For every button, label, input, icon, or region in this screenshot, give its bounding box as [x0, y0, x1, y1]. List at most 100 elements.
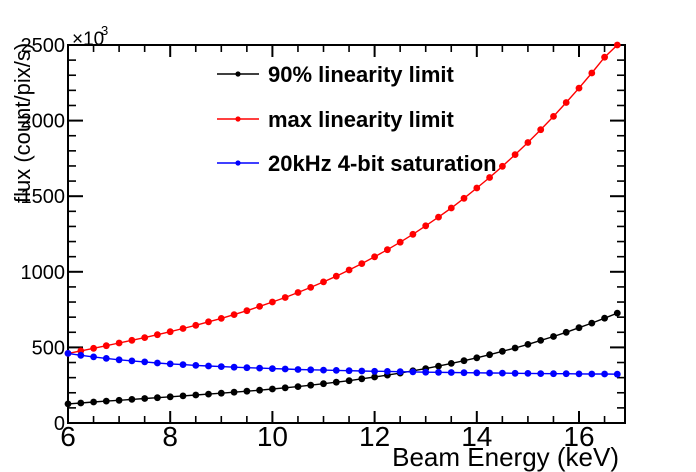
data-point-marker [511, 151, 519, 159]
data-point-marker [256, 303, 263, 310]
data-point-marker [307, 284, 315, 291]
data-point-marker [192, 321, 200, 329]
data-point-marker [269, 365, 276, 372]
data-point-marker [179, 361, 187, 368]
data-point-marker [115, 339, 123, 347]
data-point-marker [613, 41, 621, 49]
data-point-marker [179, 392, 187, 400]
data-point-marker [473, 184, 481, 192]
data-point-marker [499, 369, 506, 377]
data-point-marker [102, 342, 110, 350]
series-20khz-4-bit-saturation [64, 350, 621, 378]
data-point-marker [588, 370, 596, 378]
data-point-marker [307, 381, 315, 389]
data-point-marker [320, 380, 327, 388]
series-line [67, 352, 618, 375]
data-point-marker [537, 370, 545, 377]
data-point-marker [435, 368, 442, 376]
data-point-marker [524, 370, 532, 377]
data-point-marker [154, 359, 161, 367]
y-scale-exponent: 3 [101, 23, 108, 38]
data-point-marker [601, 53, 608, 61]
data-point-marker [281, 294, 289, 301]
data-point-marker [243, 387, 251, 395]
data-point-marker [550, 333, 557, 340]
data-point-marker [64, 400, 72, 408]
data-point-marker [537, 337, 545, 344]
data-point-marker [422, 368, 430, 376]
y-tick-label: 0 [54, 413, 65, 435]
data-point-marker [562, 370, 570, 378]
x-tick-label: 10 [257, 421, 288, 452]
data-point-marker [460, 357, 468, 365]
data-point-marker [77, 351, 85, 359]
series-max-linearity-limit [64, 41, 621, 357]
data-point-marker [102, 355, 110, 362]
series-line [67, 44, 618, 355]
data-point-marker [230, 363, 238, 371]
data-point-marker [499, 347, 506, 355]
data-point-marker [192, 362, 200, 369]
data-point-marker [460, 369, 468, 377]
data-point-marker [217, 315, 225, 322]
data-point-marker [77, 399, 85, 407]
data-point-marker [601, 370, 608, 378]
data-point-marker [320, 278, 327, 286]
data-point-marker [154, 394, 161, 402]
data-point-marker [371, 367, 378, 375]
data-point-marker [575, 370, 583, 378]
data-point-marker [575, 324, 583, 332]
data-point-marker [499, 162, 506, 170]
data-point-marker [128, 357, 136, 365]
data-point-marker [230, 311, 238, 318]
x-tick-label: 12 [359, 421, 390, 452]
x-tick-label: 6 [60, 421, 76, 452]
series-line [67, 312, 618, 405]
data-point-marker [613, 309, 621, 317]
y-tick-label: 1500 [21, 186, 66, 208]
legend-label: 20kHz 4-bit saturation [268, 151, 497, 176]
data-point-marker [447, 360, 455, 367]
data-point-marker [511, 369, 519, 377]
y-tick-label: 1000 [21, 262, 66, 284]
axis-ticks [67, 44, 625, 424]
data-point-marker [384, 368, 391, 375]
data-point-marker [537, 126, 545, 134]
data-point-marker [511, 344, 519, 352]
data-point-marker [192, 391, 200, 399]
data-point-marker [409, 230, 417, 238]
data-point-marker [217, 363, 225, 370]
data-point-marker [141, 358, 149, 366]
data-point-marker [281, 365, 289, 373]
data-point-marker [102, 397, 110, 405]
legend-entry-90-linearity-limit: 90% linearity limit [217, 62, 455, 87]
data-point-marker [486, 351, 493, 359]
data-point-marker [166, 360, 174, 368]
x-axis-title: Beam Energy (keV) [392, 442, 619, 472]
data-point-marker [447, 204, 455, 212]
data-point-marker [332, 272, 340, 280]
data-point-marker [575, 84, 583, 92]
data-point-marker [281, 384, 289, 392]
data-point-marker [396, 238, 404, 246]
data-point-marker [345, 367, 353, 375]
data-point-marker [205, 362, 212, 370]
data-point-marker [320, 366, 327, 374]
data-point-marker [371, 253, 378, 261]
data-point-marker [396, 368, 404, 376]
data-point-marker [128, 396, 136, 403]
data-point-marker [166, 328, 174, 336]
legend-marker [235, 71, 241, 77]
data-point-marker [447, 369, 455, 376]
data-point-marker [90, 353, 97, 361]
legend-marker [235, 160, 241, 166]
data-point-marker [486, 369, 493, 377]
x-tick-label: 16 [563, 421, 594, 452]
y-tick-label: 2000 [21, 111, 66, 133]
data-point-marker [601, 314, 608, 322]
data-point-marker [256, 386, 263, 394]
data-point-marker [371, 373, 378, 381]
data-point-marker [307, 366, 315, 374]
x-tick-label: 8 [162, 421, 178, 452]
